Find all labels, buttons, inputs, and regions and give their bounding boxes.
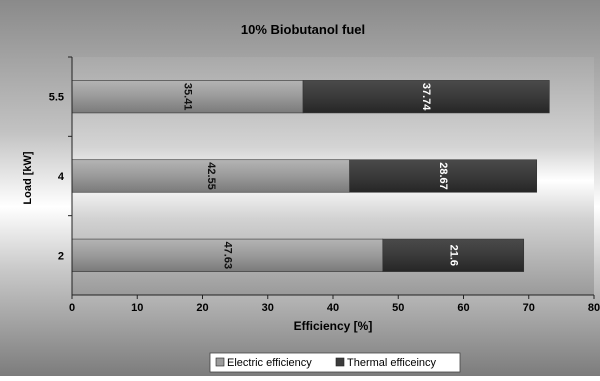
legend: Electric efficiency Thermal efficeincy bbox=[209, 352, 461, 373]
x-tick-label: 40 bbox=[327, 302, 339, 314]
data-label-thermal-load-4: 28.67 bbox=[437, 162, 449, 190]
data-label-electric-load-4: 42.55 bbox=[205, 162, 217, 190]
y-tick-label: 4 bbox=[58, 171, 65, 183]
chart-title: 10% Biobutanol fuel bbox=[241, 22, 365, 37]
x-tick-label: 80 bbox=[588, 302, 600, 314]
legend-swatch-thermal bbox=[335, 357, 345, 367]
bar-electric-load-5_5 bbox=[71, 80, 304, 114]
x-axis-label: Efficiency [%] bbox=[294, 319, 373, 333]
bars-layer bbox=[71, 80, 550, 272]
x-tick-label: 20 bbox=[196, 302, 208, 314]
x-ticks-layer: 0 10 20 30 40 50 60 70 80 bbox=[69, 295, 600, 314]
data-label-electric-load-2: 47.63 bbox=[221, 242, 233, 270]
x-tick-label: 10 bbox=[131, 302, 143, 314]
data-label-thermal-load-5_5: 37.74 bbox=[420, 83, 432, 111]
y-tick-label: 5.5 bbox=[49, 92, 64, 104]
x-tick-label: 30 bbox=[262, 302, 274, 314]
y-ticks-layer: 245.5 bbox=[49, 56, 72, 262]
x-tick-label: 60 bbox=[457, 302, 469, 314]
legend-label-thermal: Thermal efficeincy bbox=[347, 357, 437, 369]
x-tick-label: 0 bbox=[69, 302, 75, 314]
bar-electric-load-2 bbox=[71, 238, 384, 272]
y-axis-label: Load [kW] bbox=[22, 151, 34, 204]
y-tick-label: 2 bbox=[58, 250, 64, 262]
legend-label-electric: Electric efficiency bbox=[227, 357, 312, 369]
legend-swatch-electric bbox=[215, 357, 225, 367]
bar-thermal-load-5_5 bbox=[302, 80, 550, 114]
data-labels-layer: 47.63 21.6 42.55 28.67 35.41 37.74 bbox=[182, 83, 460, 269]
data-label-thermal-load-2: 21.6 bbox=[447, 245, 459, 266]
legend-box bbox=[209, 352, 461, 373]
x-tick-label: 50 bbox=[392, 302, 404, 314]
data-label-electric-load-5_5: 35.41 bbox=[182, 83, 194, 111]
bar-thermal-load-4 bbox=[349, 159, 538, 193]
bar-thermal-load-2 bbox=[382, 238, 525, 272]
bar-electric-load-4 bbox=[71, 159, 350, 193]
x-tick-label: 70 bbox=[523, 302, 535, 314]
